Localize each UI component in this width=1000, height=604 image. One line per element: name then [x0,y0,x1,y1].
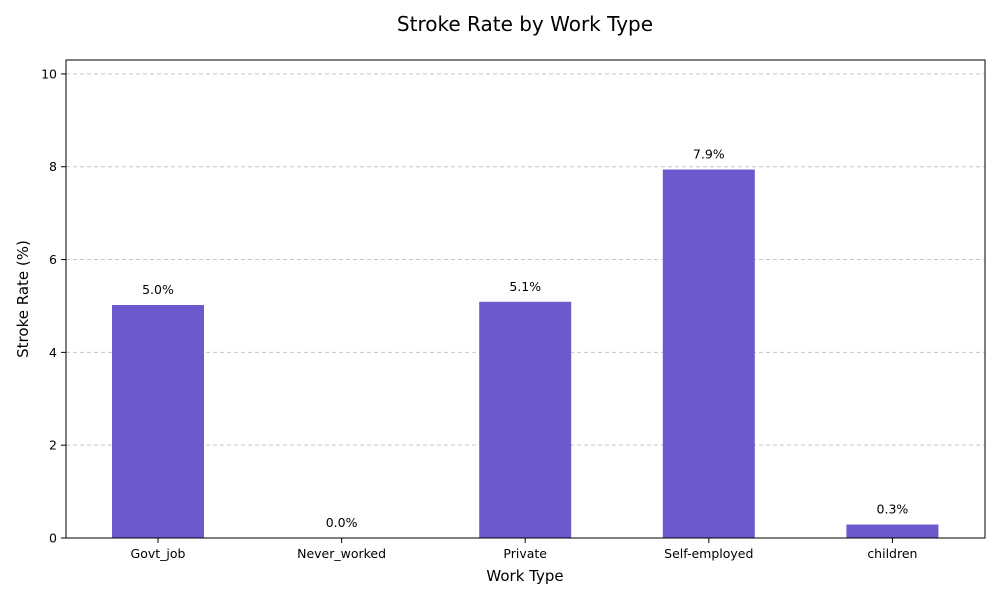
bar-value-label: 0.0% [326,515,358,530]
data-labels: 5.0% 0.0% 5.1% 7.9% 0.3% [142,147,908,530]
x-tick-label: Self-employed [664,546,753,561]
y-tick-label: 8 [49,159,57,174]
x-tick-label: Private [503,546,547,561]
y-tick-label: 2 [49,438,57,453]
y-tick-label: 0 [49,531,57,546]
x-axis-title: Work Type [486,567,563,585]
x-tick-label: Never_worked [297,546,386,561]
y-axis-ticks: 0 2 4 6 8 10 [41,66,66,546]
x-axis-ticks: Govt_job Never_worked Private Self-employed… [131,538,917,561]
grid-lines [66,73,985,446]
bar [846,524,939,538]
y-tick-label: 6 [49,252,57,267]
y-tick-label: 4 [49,345,57,360]
bar [662,169,755,538]
bar-value-label: 0.3% [877,502,909,517]
y-tick-label: 10 [41,66,57,81]
bar [112,305,204,538]
bar-value-label: 7.9% [693,147,725,162]
bar-value-label: 5.0% [142,282,174,297]
bar-value-label: 5.1% [509,279,541,294]
x-tick-label: children [867,546,917,561]
y-axis-title: Stroke Rate (%) [14,240,32,358]
chart-title: Stroke Rate by Work Type [397,12,653,36]
bars [112,169,939,538]
bar [479,301,572,538]
x-tick-label: Govt_job [131,546,186,561]
